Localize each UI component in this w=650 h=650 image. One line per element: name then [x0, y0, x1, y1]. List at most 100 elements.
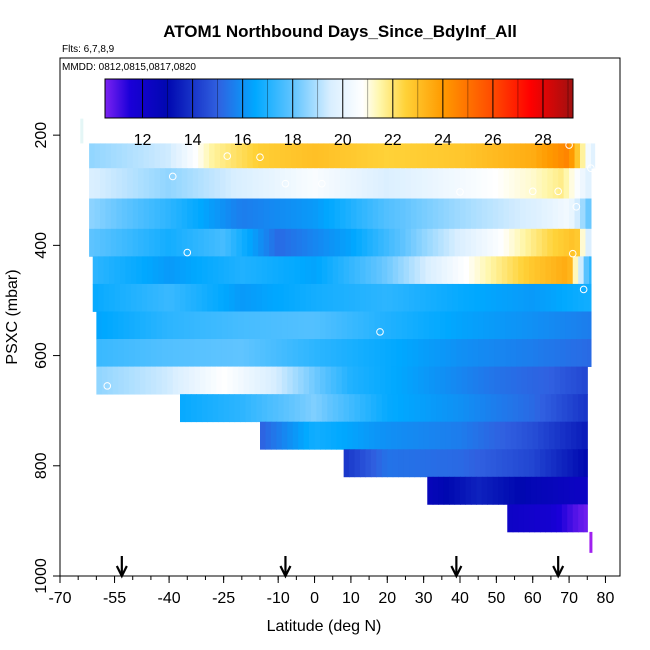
heatmap-cell: [480, 394, 487, 423]
heatmap-cell: [527, 421, 534, 450]
heatmap-cell: [363, 311, 370, 340]
heatmap-cell: [469, 283, 476, 312]
sample-circle: [554, 187, 562, 196]
sample-circle: [579, 285, 588, 294]
heatmap-cell: [392, 256, 399, 285]
heatmap-cell: [94, 198, 101, 230]
heatmap-cell: [263, 198, 270, 230]
heatmap-cell: [523, 449, 530, 478]
heatmap-cell: [100, 143, 107, 169]
heatmap-cell: [458, 449, 465, 478]
y-axis-label: PSXC (mbar): [4, 269, 21, 364]
edge-marker: [589, 531, 593, 553]
y-tick-label: 800: [33, 452, 50, 479]
heatmap-cell: [209, 143, 216, 169]
heatmap-cell: [498, 143, 505, 169]
heatmap-cell: [454, 198, 461, 230]
heatmap-cell: [201, 394, 208, 423]
heatmap-cell: [323, 198, 330, 230]
heatmap-cell: [470, 143, 477, 169]
heatmap-cell: [472, 421, 479, 450]
heatmap-cell: [305, 256, 312, 285]
heatmap-cell: [434, 366, 441, 395]
heatmap-cell: [520, 143, 527, 169]
colorbar-tick-label: 28: [534, 132, 552, 149]
heatmap-cell: [534, 394, 541, 423]
heatmap-cell: [507, 394, 514, 423]
heatmap-cell: [441, 283, 448, 312]
heatmap-cell: [394, 228, 401, 257]
x-tick-label: 10: [342, 590, 360, 607]
heatmap-cell: [380, 366, 387, 395]
heatmap-cell: [283, 256, 290, 285]
heatmap-cell: [420, 394, 427, 423]
heatmap-cell: [185, 283, 192, 312]
heatmap-cell: [412, 366, 419, 395]
heatmap-cell: [356, 168, 363, 199]
heatmap-cell: [434, 339, 441, 367]
heatmap-cell: [370, 283, 377, 312]
heatmap-cell: [505, 366, 512, 395]
heatmap-cell: [572, 256, 579, 285]
heatmap-cell: [492, 476, 499, 505]
heatmap-cell: [243, 366, 250, 395]
heatmap-cell: [281, 311, 288, 340]
heatmap-cell: [512, 256, 519, 285]
heatmap-cell: [363, 421, 370, 450]
heatmap-cell: [410, 228, 417, 257]
heatmap-cell: [116, 168, 123, 199]
heatmap-cell: [514, 476, 521, 505]
heatmap-cell: [530, 198, 537, 230]
x-tick-label: -70: [48, 590, 71, 607]
heatmap-cell: [194, 366, 201, 395]
heatmap-cell: [225, 228, 232, 257]
heatmap-cell: [476, 228, 483, 257]
heatmap-cell: [421, 198, 428, 230]
heatmap-cell: [430, 449, 437, 478]
heatmap-cell: [192, 143, 199, 169]
heatmap-cell: [160, 168, 167, 199]
heatmap-cell: [334, 143, 341, 169]
heatmap-cell: [436, 256, 443, 285]
down-arrow-icon: [115, 556, 128, 579]
heatmap-cell: [443, 476, 450, 505]
heatmap-cell: [383, 168, 390, 199]
heatmap-cell: [478, 339, 485, 367]
heatmap-cell: [163, 256, 170, 285]
heatmap-cell: [407, 311, 414, 340]
heatmap-cell: [550, 449, 557, 478]
heatmap-cell: [290, 168, 297, 199]
heatmap-cell: [476, 198, 483, 230]
heatmap-cell: [181, 198, 188, 230]
heatmap-cell: [149, 198, 156, 230]
heatmap-cell: [300, 394, 307, 423]
heatmap-cell: [278, 283, 285, 312]
heatmap-cell: [101, 311, 108, 340]
heatmap-cell: [89, 198, 96, 230]
heatmap-cell: [510, 421, 517, 450]
heatmap-cell: [540, 283, 547, 312]
heatmap-cell: [512, 449, 519, 478]
heatmap-cell: [498, 228, 505, 257]
heatmap-cell: [145, 339, 152, 367]
heatmap-cell: [156, 366, 163, 395]
heatmap-cell: [116, 143, 123, 169]
heatmap-cell: [490, 256, 497, 285]
heatmap-cell: [332, 394, 339, 423]
heatmap-cell: [123, 339, 130, 367]
heatmap-cell: [443, 143, 450, 169]
heatmap-cell: [456, 339, 463, 367]
heatmap-cell: [434, 421, 441, 450]
heatmap-cell: [345, 168, 352, 199]
heatmap-cell: [518, 283, 525, 312]
heatmap-cell: [383, 143, 390, 169]
heatmap-cell: [470, 228, 477, 257]
heatmap-cell: [100, 198, 107, 230]
heatmap-cell: [269, 198, 276, 230]
heatmap-cell: [358, 311, 365, 340]
heatmap-cell: [290, 143, 297, 169]
heatmap-cell: [285, 143, 292, 169]
sample-circle: [183, 248, 192, 257]
heatmap-cell: [414, 256, 421, 285]
heatmap-cell: [385, 421, 392, 450]
